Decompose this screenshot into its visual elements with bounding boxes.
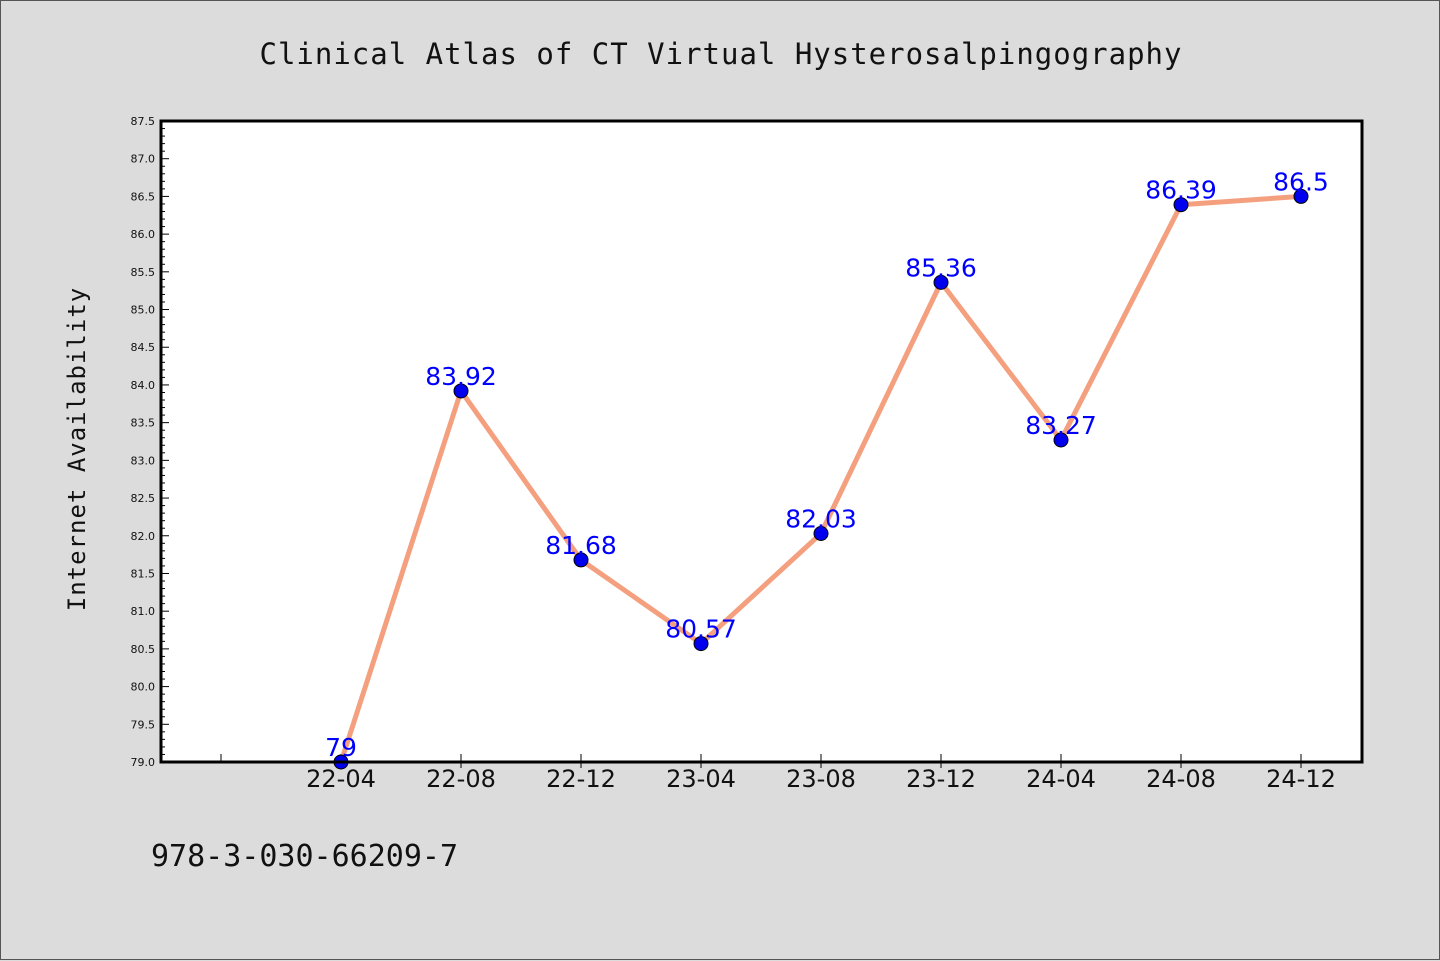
data-label: 81.68: [545, 531, 617, 560]
y-tick-label: 86.0: [131, 228, 156, 241]
data-label: 82.03: [785, 505, 857, 534]
data-series: 79 83.92 81.68 80.57 82.03 85.36 83.27 86.39 86.…: [325, 167, 1329, 770]
plot-area: [161, 121, 1362, 762]
data-label: 86.39: [1145, 176, 1217, 205]
x-tick-label: 23-12: [906, 765, 976, 793]
y-tick-label: 79.5: [131, 718, 156, 731]
chart-title: Clinical Atlas of CT Virtual Hysterosalp…: [260, 37, 1183, 71]
x-axis: 22-04 22-08 22-12 23-04 23-08 23-12 24-04 24-08…: [220, 754, 1336, 793]
data-point: [573, 552, 589, 568]
y-tick-label: 85.5: [131, 266, 156, 279]
data-point: [1293, 188, 1309, 204]
y-tick-label: 82.5: [131, 492, 156, 505]
data-label: 79: [325, 733, 357, 762]
data-label: 80.57: [665, 615, 737, 644]
data-point: [933, 274, 949, 290]
data-label: 83.92: [425, 362, 497, 391]
data-label: 85.36: [905, 253, 977, 282]
data-label: 86.5: [1273, 167, 1329, 196]
x-tick-label: 24-04: [1026, 765, 1096, 793]
y-tick-label: 85.0: [131, 304, 156, 317]
data-label: 83.27: [1025, 411, 1097, 440]
y-axis-label: Internet Availability: [63, 287, 91, 611]
y-tick-label: 84.5: [131, 341, 156, 354]
x-tick-label: 23-08: [786, 765, 856, 793]
y-tick-label: 86.5: [131, 190, 156, 203]
y-tick-label: 83.5: [131, 417, 156, 430]
x-tick-label: 24-12: [1266, 765, 1336, 793]
y-tick-label: 84.0: [131, 379, 156, 392]
y-tick-label: 82.0: [131, 530, 156, 543]
y-tick-label: 87.0: [131, 153, 156, 166]
y-tick-label: 87.5: [131, 115, 156, 128]
plot-border: [159, 119, 1364, 764]
data-point: [453, 383, 469, 399]
x-tick-label: 24-08: [1146, 765, 1216, 793]
y-tick-label: 80.5: [131, 643, 156, 656]
isbn-footer: 978-3-030-66209-7: [151, 839, 458, 874]
x-tick-label: 22-08: [426, 765, 496, 793]
y-tick-label: 79.0: [131, 756, 156, 769]
y-tick-label: 81.0: [131, 605, 156, 618]
y-tick-label: 83.0: [131, 454, 156, 467]
y-tick-label: 80.0: [131, 681, 156, 694]
data-point: [1173, 197, 1189, 213]
data-point: [813, 526, 829, 542]
data-point: [693, 636, 709, 652]
y-tick-label: 81.5: [131, 567, 156, 580]
x-tick-label: 23-04: [666, 765, 736, 793]
x-tick-label: 22-12: [546, 765, 616, 793]
data-point: [1053, 432, 1069, 448]
x-tick-label: 22-04: [306, 765, 376, 793]
